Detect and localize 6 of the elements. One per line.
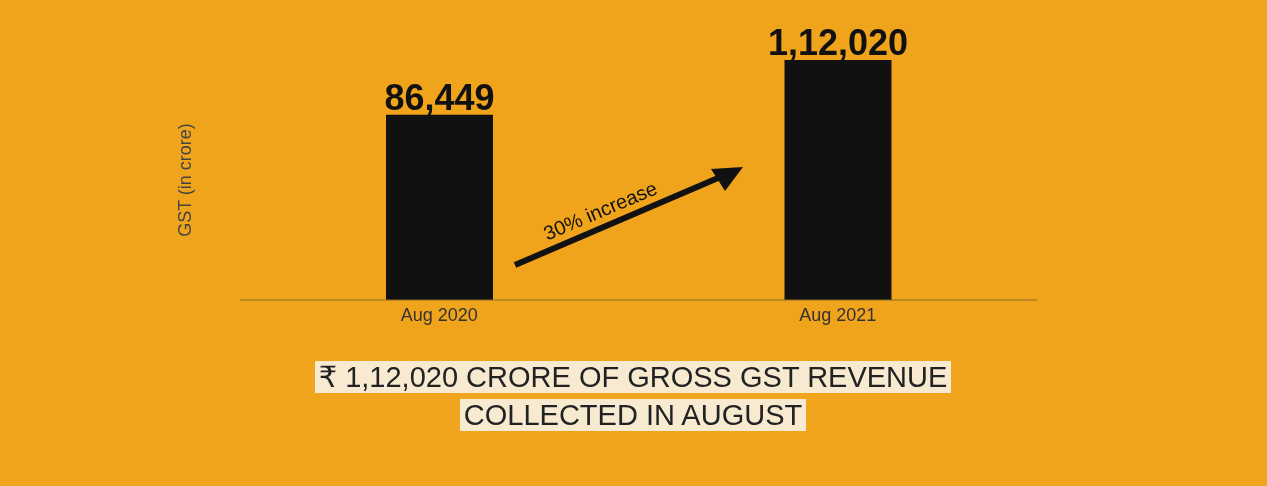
x-tick-label: Aug 2020 [400, 304, 478, 325]
y-axis-title: GST (in crore) [175, 123, 196, 237]
text: ₹ 1,12,020 CRORE OF GROSS GST REVENUE COLLECTED IN AUGUST [314, 361, 952, 431]
data-label: 86,449 [384, 76, 495, 118]
data-label: 1,12,020 [767, 22, 909, 63]
x-tick-label: Aug 2021 [799, 304, 877, 325]
